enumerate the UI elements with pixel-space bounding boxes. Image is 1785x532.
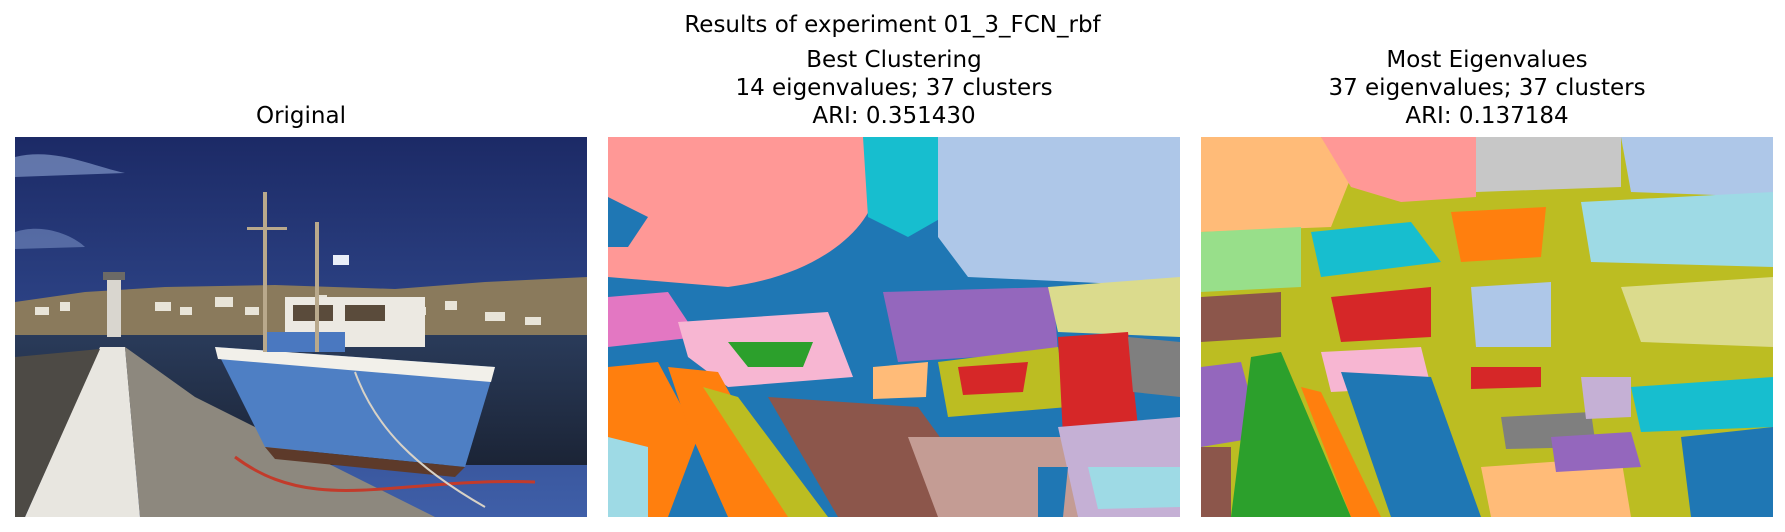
segmentation-map-best (608, 137, 1180, 517)
panel-original: Original (15, 0, 587, 532)
panel-most-eigenvalues: Most Eigenvalues 37 eigenvalues; 37 clus… (1201, 0, 1773, 532)
segmentation-map-most (1201, 137, 1773, 517)
original-photo (15, 137, 587, 517)
panel-title-line: ARI: 0.351430 (812, 103, 976, 129)
panel-title-original: Original (255, 103, 346, 129)
panel-title-line: Most Eigenvalues (1386, 47, 1588, 73)
panel-best-clustering: Best Clustering 14 eigenvalues; 37 clust… (608, 0, 1180, 532)
panel-title-line: 37 eigenvalues; 37 clusters (1328, 75, 1646, 101)
panel-title-line: ARI: 0.137184 (1405, 103, 1569, 129)
panel-title-line: 14 eigenvalues; 37 clusters (735, 75, 1053, 101)
figure-suptitle: Results of experiment 01_3_FCN_rbf (684, 12, 1101, 38)
panel-title-line: Best Clustering (806, 47, 982, 73)
